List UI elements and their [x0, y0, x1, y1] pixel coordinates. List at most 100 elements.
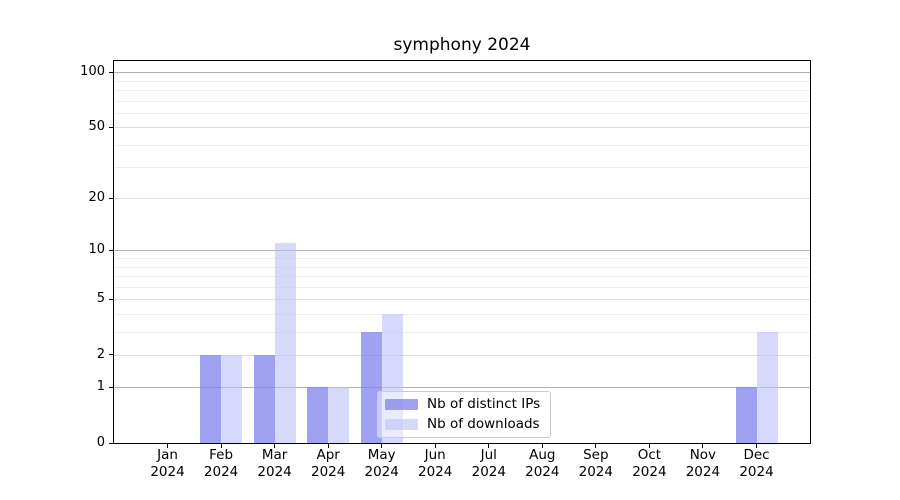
bar-downloads-mar	[274, 243, 296, 443]
x-tick-month-jan: Jan	[157, 447, 178, 463]
minor-gridline-70	[114, 100, 810, 102]
legend-swatch-downloads	[385, 419, 418, 430]
y-tick-10	[109, 249, 114, 251]
minor-gridline-4	[114, 313, 810, 315]
x-tick-year-mar: 2024	[257, 463, 292, 480]
gridline-10	[114, 250, 810, 252]
minor-gridline-60	[114, 112, 810, 114]
plot-area: Nb of distinct IPs Nb of downloads	[113, 60, 811, 444]
x-tick-year-jul: 2024	[471, 463, 506, 480]
y-tick-50	[109, 126, 114, 128]
x-tick-month-oct: Oct	[637, 447, 662, 463]
x-tick-month-sep: Sep	[583, 447, 609, 463]
bar-ips-dec	[735, 387, 757, 443]
x-tick-month-apr: Apr	[316, 447, 340, 463]
gridline-1	[114, 387, 810, 389]
y-tick-1	[109, 386, 114, 388]
x-tick-year-sep: 2024	[578, 463, 613, 480]
x-tick-feb	[220, 444, 222, 448]
y-tick-20	[109, 197, 114, 199]
x-tick-dec	[756, 444, 757, 448]
gridline-2	[114, 354, 810, 356]
gridline-50	[114, 127, 810, 129]
x-tick-year-aug: 2024	[525, 463, 560, 480]
minor-gridline-30	[114, 167, 810, 169]
x-tick-month-jun: Jun	[424, 447, 446, 463]
x-tick-jan	[167, 444, 168, 448]
y-tick-label-10: 10	[88, 242, 105, 258]
legend-item-distinct-ips: Nb of distinct IPs	[385, 395, 540, 414]
y-tick-label-50: 50	[88, 119, 105, 135]
x-tick-year-nov: 2024	[685, 463, 721, 480]
x-tick-nov	[702, 444, 704, 448]
x-tick-month-mar: Mar	[261, 447, 288, 463]
x-tick-year-may: 2024	[364, 463, 399, 480]
y-tick-label-100: 100	[80, 64, 105, 80]
minor-gridline-40	[114, 144, 810, 146]
x-tick-year-oct: 2024	[632, 463, 667, 480]
x-tick-month-dec: Dec	[743, 447, 770, 463]
bar-ips-may	[360, 331, 382, 443]
x-tick-label-mar: Mar 2024	[248, 447, 302, 480]
minor-gridline-8	[114, 266, 810, 268]
x-tick-label-sep: Sep 2024	[569, 447, 623, 480]
x-tick-year-apr: 2024	[311, 463, 346, 480]
minor-gridline-6	[114, 286, 810, 288]
x-tick-apr	[327, 444, 329, 448]
x-tick-year-jun: 2024	[418, 463, 453, 480]
gridline-5	[114, 299, 810, 300]
y-tick-label-0: 0	[96, 435, 105, 450]
x-tick-month-jul: Jul	[480, 447, 497, 463]
x-tick-label-jun: Jun 2024	[408, 447, 462, 480]
legend: Nb of distinct IPs Nb of downloads	[377, 391, 552, 438]
x-tick-label-jul: Jul 2024	[462, 447, 516, 480]
legend-item-downloads: Nb of downloads	[385, 415, 540, 434]
y-tick-2	[109, 354, 114, 356]
x-tick-label-apr: Apr 2024	[301, 447, 355, 480]
bar-ips-apr	[307, 387, 329, 443]
minor-gridline-3	[114, 331, 810, 333]
x-tick-month-may: May	[367, 447, 396, 463]
y-tick-label-1: 1	[96, 379, 105, 395]
x-tick-sep	[595, 444, 597, 448]
x-tick-label-jan: Jan 2024	[141, 447, 195, 480]
x-tick-label-oct: Oct 2024	[622, 447, 676, 480]
chart-title: symphony 2024	[393, 35, 531, 55]
legend-swatch-distinct-ips	[385, 399, 418, 410]
y-tick-label-2: 2	[96, 346, 105, 362]
x-tick-aug	[541, 444, 543, 448]
x-tick-year-jan: 2024	[150, 463, 185, 480]
legend-label-distinct-ips: Nb of distinct IPs	[427, 396, 541, 412]
x-tick-month-aug: Aug	[529, 447, 556, 463]
x-tick-label-feb: Feb 2024	[194, 447, 248, 480]
minor-gridline-80	[114, 89, 810, 91]
y-tick-5	[109, 298, 114, 300]
legend-label-downloads: Nb of downloads	[427, 416, 540, 432]
x-tick-jul	[488, 444, 490, 448]
x-tick-year-feb: 2024	[203, 463, 239, 480]
x-tick-oct	[648, 444, 650, 448]
x-tick-month-nov: Nov	[689, 447, 717, 463]
x-tick-label-aug: Aug 2024	[515, 447, 569, 480]
y-tick-label-5: 5	[96, 291, 105, 306]
x-tick-jun	[434, 444, 436, 448]
x-tick-month-feb: Feb	[209, 447, 234, 463]
y-tick-label-20: 20	[88, 190, 105, 206]
bar-downloads-dec	[756, 331, 778, 443]
minor-gridline-9	[114, 258, 810, 259]
x-tick-may	[381, 444, 383, 448]
minor-gridline-90	[114, 80, 810, 82]
x-tick-label-nov: Nov 2024	[676, 447, 730, 480]
x-tick-year-dec: 2024	[739, 463, 774, 480]
bar-ips-mar	[253, 354, 275, 443]
x-tick-label-dec: Dec 2024	[730, 447, 784, 480]
x-tick-mar	[274, 444, 276, 448]
bar-ips-feb	[200, 354, 222, 443]
y-tick-100	[109, 71, 114, 73]
bar-downloads-feb	[221, 354, 243, 443]
minor-gridline-7	[114, 275, 810, 277]
bar-downloads-may	[381, 313, 403, 443]
gridline-20	[114, 198, 810, 200]
y-tick-0	[109, 442, 114, 444]
